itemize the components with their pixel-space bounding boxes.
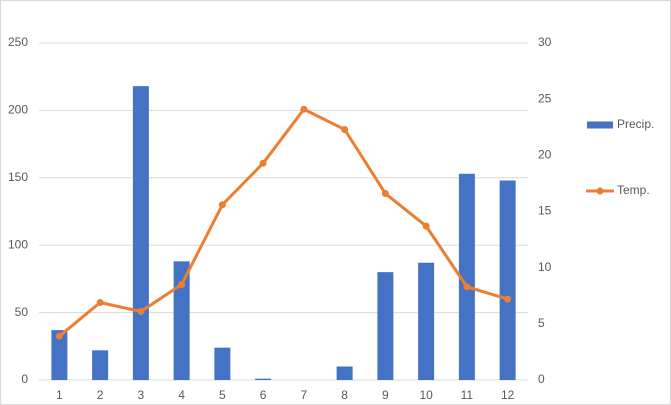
x-tick-label: 1 bbox=[56, 388, 63, 402]
legend-label: Precip. bbox=[617, 117, 654, 131]
legend-swatch bbox=[587, 121, 613, 129]
x-tick-label: 8 bbox=[341, 388, 348, 402]
line-point bbox=[463, 283, 471, 291]
bar bbox=[336, 366, 353, 380]
x-tick-label: 11 bbox=[461, 388, 474, 402]
bar bbox=[377, 272, 394, 380]
y-tick-label: 250 bbox=[8, 35, 28, 49]
bar bbox=[51, 330, 68, 380]
y-tick-label: 200 bbox=[8, 103, 28, 117]
line-point bbox=[504, 295, 512, 303]
bar bbox=[255, 378, 272, 380]
line-point bbox=[96, 298, 104, 306]
x-tick-label: 2 bbox=[97, 388, 104, 402]
y2-tick-label: 5 bbox=[538, 316, 545, 330]
x-tick-label: 12 bbox=[501, 388, 515, 402]
y-tick-label: 150 bbox=[8, 170, 28, 184]
x-tick-label: 7 bbox=[301, 388, 308, 402]
x-tick-label: 5 bbox=[219, 388, 226, 402]
y2-tick-label: 25 bbox=[538, 91, 552, 105]
x-tick-label: 3 bbox=[138, 388, 145, 402]
x-tick-label: 6 bbox=[260, 388, 267, 402]
y-tick-label: 100 bbox=[8, 237, 28, 251]
y2-tick-label: 30 bbox=[538, 35, 552, 49]
bar bbox=[499, 180, 516, 380]
legend-label: Temp. bbox=[617, 183, 650, 197]
bar bbox=[458, 173, 475, 380]
bar bbox=[173, 261, 190, 380]
y-tick-label: 0 bbox=[21, 372, 28, 386]
line-point bbox=[218, 201, 226, 209]
line-point bbox=[178, 281, 186, 289]
line-point bbox=[422, 222, 430, 230]
line-point bbox=[259, 159, 267, 167]
bar bbox=[92, 350, 109, 380]
x-tick-label: 10 bbox=[419, 388, 433, 402]
legend-swatch bbox=[596, 187, 604, 195]
y2-tick-label: 15 bbox=[538, 204, 552, 218]
line bbox=[58, 107, 509, 338]
bar bbox=[132, 86, 149, 381]
line-point bbox=[137, 307, 145, 315]
x-tick-label: 9 bbox=[382, 388, 389, 402]
line-point bbox=[341, 125, 349, 133]
x-tick-label: 4 bbox=[178, 388, 185, 402]
line-point bbox=[300, 105, 308, 113]
line-point bbox=[55, 332, 63, 340]
y2-tick-label: 10 bbox=[538, 260, 552, 274]
y2-tick-label: 0 bbox=[538, 372, 545, 386]
y-tick-label: 50 bbox=[15, 305, 29, 319]
y2-tick-label: 20 bbox=[538, 148, 552, 162]
bar bbox=[418, 262, 435, 380]
line-point bbox=[381, 190, 389, 198]
bar bbox=[214, 347, 231, 380]
